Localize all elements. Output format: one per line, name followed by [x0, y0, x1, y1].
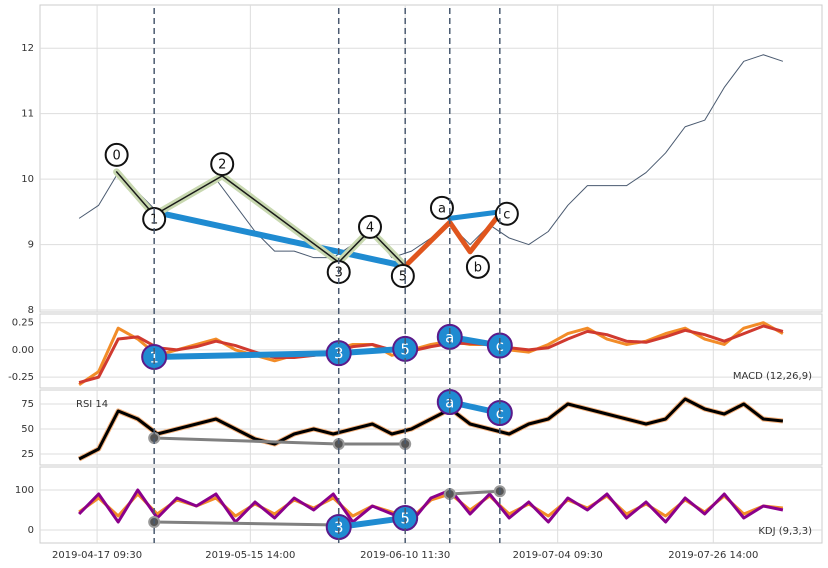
- wave-line: [448, 489, 502, 496]
- y-tick-label: 12: [21, 43, 34, 54]
- panel-label: MACD (12,26,9): [733, 371, 812, 382]
- wave-text: a: [438, 201, 446, 216]
- wave-marker: [104, 142, 129, 167]
- panel: [39, 466, 823, 544]
- wave-text: 4: [366, 220, 374, 235]
- x-tick-label: 2019-07-26 14:00: [668, 550, 758, 561]
- wave-marker: [390, 263, 415, 288]
- wave-text: b: [474, 260, 482, 275]
- wave-label: c: [494, 201, 519, 226]
- panel-label: KDJ (9,3,3): [758, 526, 812, 537]
- wave-label: b: [465, 254, 490, 279]
- series-line: [78, 324, 784, 385]
- wave-text: 3: [334, 519, 344, 537]
- y-tick-label: 100: [15, 485, 34, 496]
- wave-label: 0: [104, 142, 129, 167]
- panel: [39, 4, 823, 313]
- wave-marker: [429, 195, 454, 220]
- wave-text: c: [503, 207, 510, 222]
- wave-marker: [210, 152, 235, 177]
- y-tick-label: 50: [21, 424, 34, 435]
- y-tick-label: 0.00: [12, 345, 34, 356]
- wave-line: [151, 208, 409, 270]
- wave-label: 5: [390, 263, 415, 288]
- y-tick-label: 25: [21, 449, 34, 460]
- wave-label: 2: [210, 152, 235, 177]
- wave-marker: [358, 214, 383, 239]
- y-tick-label: 0: [28, 525, 34, 536]
- wave-label: 4: [358, 214, 383, 239]
- y-tick-label: 10: [21, 174, 34, 185]
- series-line: [78, 488, 784, 524]
- wave-line: [447, 209, 503, 221]
- wave-line: [402, 211, 503, 269]
- y-tick-label: 0.25: [12, 318, 34, 329]
- wave-text: 0: [112, 148, 120, 163]
- wave-marker: [465, 254, 490, 279]
- wave-line: [152, 520, 341, 527]
- wave-text: a: [445, 328, 454, 346]
- series-line: [78, 397, 784, 461]
- y-tick-label: 75: [21, 399, 34, 410]
- y-tick-label: -0.25: [8, 372, 34, 383]
- x-tick-label: 2019-05-15 14:00: [205, 550, 295, 561]
- panel-label: RSI 14: [76, 399, 108, 410]
- x-tick-label: 2019-07-04 09:30: [513, 550, 603, 561]
- x-tick-label: 2019-04-17 09:30: [52, 550, 142, 561]
- y-tick-label: 8: [28, 305, 34, 316]
- y-tick-label: 9: [28, 240, 34, 251]
- wave-text: 1: [149, 348, 159, 366]
- wave-label: a: [429, 195, 454, 220]
- wave-text: c: [496, 337, 504, 355]
- wave-text: 2: [218, 158, 226, 173]
- wave-marker: [494, 201, 519, 226]
- y-tick-label: 11: [21, 109, 34, 120]
- series-line: [78, 321, 784, 386]
- x-tick-label: 2019-06-10 11:30: [360, 550, 450, 561]
- wave-text: 5: [399, 269, 407, 284]
